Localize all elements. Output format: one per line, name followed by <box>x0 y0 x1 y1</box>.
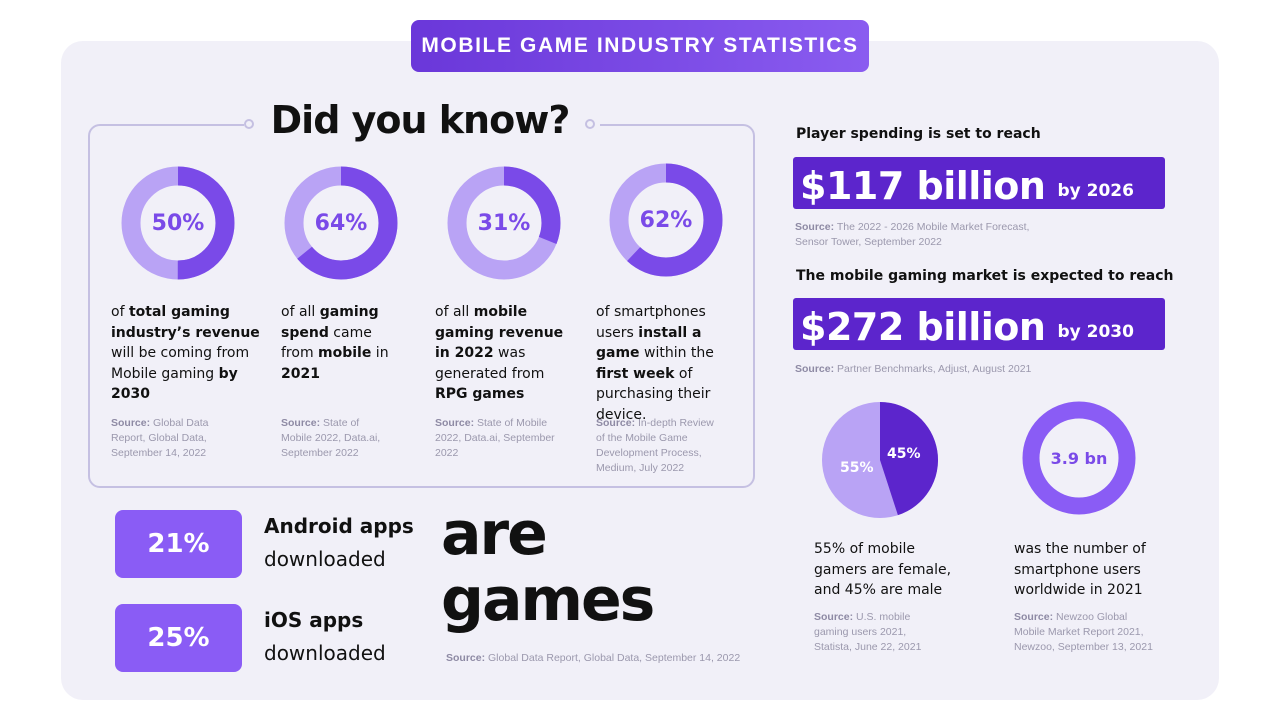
source-label: Source: <box>795 363 835 375</box>
stat-3-source: Source: State of Mobile 2022, Data.ai, S… <box>435 416 555 461</box>
donut-chart-stat-2: 64% <box>284 166 398 280</box>
users-source: Source: Newzoo Global Mobile Market Repo… <box>1014 610 1154 655</box>
did-you-know-title: Did you know? <box>270 98 571 142</box>
source-text: In-depth Review of the Mobile Game Devel… <box>596 417 714 474</box>
users-ring <box>1022 401 1136 515</box>
big-word-games: games <box>441 565 655 635</box>
pie-label-male: 45% <box>887 446 921 462</box>
donut-chart-stat-3: 31% <box>447 166 561 280</box>
stat-1-source: Source: Global Data Report, Global Data,… <box>111 416 236 461</box>
spending-amount: $117 billion <box>800 164 1046 208</box>
source-label: Source: <box>814 611 854 623</box>
market-heading: The mobile gaming market is expected to … <box>796 268 1174 284</box>
infographic-card <box>61 41 1219 700</box>
android-apps-sub: downloaded <box>264 547 386 571</box>
big-word-are: are <box>441 499 548 569</box>
donut-value: 31% <box>477 210 531 236</box>
users-text: was the number of smartphone users world… <box>1014 541 1146 598</box>
donut-value: 64% <box>314 210 368 236</box>
source-label: Source: <box>435 417 475 429</box>
source-label: Source: <box>281 417 321 429</box>
stat-2-source: Source: State of Mobile 2022, Data.ai, S… <box>281 416 391 461</box>
spending-source: Source: The 2022 - 2026 Mobile Market Fo… <box>795 220 1055 250</box>
stat-2-text: of all gaming spend came from mobile in … <box>281 304 389 382</box>
donut-chart-stat-1: 50% <box>121 166 235 280</box>
pie-slice-male <box>880 402 938 516</box>
spending-amount-bar: $117 billion by 2026 <box>793 157 1165 209</box>
donut-value: 62% <box>639 207 693 233</box>
source-text: State of Mobile 2022, Data.ai, September… <box>281 417 381 459</box>
ios-apps-title: iOS apps <box>264 608 364 632</box>
market-source: Source: Partner Benchmarks, Adjust, Augu… <box>795 362 1095 377</box>
frame-dot-left <box>244 119 254 129</box>
donut-arc <box>121 166 235 280</box>
gender-text: 55% of mobile gamers are female, and 45%… <box>814 541 952 598</box>
source-label: Source: <box>111 417 151 429</box>
source-label: Source: <box>446 652 486 664</box>
market-amount: $272 billion <box>800 305 1046 349</box>
source-text: Global Data Report, Global Data, Septemb… <box>111 417 209 459</box>
gender-source: Source: U.S. mobile gaming users 2021, S… <box>814 610 934 655</box>
market-by-year: by 2030 <box>1057 322 1134 342</box>
pie-label-female: 55% <box>840 460 874 476</box>
donut-arc <box>447 166 561 280</box>
top-banner: MOBILE GAME INDUSTRY STATISTICS <box>411 20 869 72</box>
donut-value: 50% <box>151 210 205 236</box>
stat-3-text: of all mobile gaming revenue in 2022 was… <box>435 304 564 402</box>
android-percent: 21% <box>147 529 210 559</box>
source-text: Global Data Report, Global Data, Septemb… <box>488 652 741 664</box>
users-value: 3.9 bn <box>1050 448 1108 468</box>
source-text: Partner Benchmarks, Adjust, August 2021 <box>837 363 1032 375</box>
ios-percent-pill: 25% <box>115 604 242 672</box>
frame-dot-right <box>585 119 595 129</box>
market-amount-bar: $272 billion by 2030 <box>793 298 1165 350</box>
stat-4-text: of smartphones users install a game with… <box>596 304 714 423</box>
source-label: Source: <box>795 221 835 233</box>
spending-heading: Player spending is set to reach <box>796 126 1041 142</box>
source-text: The 2022 - 2026 Mobile Market Forecast, … <box>795 221 1030 248</box>
source-label: Source: <box>1014 611 1054 623</box>
banner-title: MOBILE GAME INDUSTRY STATISTICS <box>421 34 859 57</box>
android-apps-title: Android apps <box>264 514 414 538</box>
stat-1-text: of total gaming industry’s revenue will … <box>111 304 260 402</box>
donut-chart-stat-4: 62% <box>609 163 723 277</box>
source-label: Source: <box>596 417 636 429</box>
ios-percent: 25% <box>147 623 210 653</box>
spending-by-year: by 2026 <box>1057 181 1134 201</box>
donut-arc <box>609 163 723 277</box>
frame-title-gap <box>244 118 600 132</box>
users-ring-chart: 3.9 bn <box>1022 401 1136 515</box>
donut-arc <box>284 166 398 280</box>
ios-apps-sub: downloaded <box>264 641 386 665</box>
source-text: U.S. mobile gaming users 2021, Statista,… <box>814 611 922 653</box>
stat-4-source: Source: In-depth Review of the Mobile Ga… <box>596 416 724 476</box>
apps-source: Source: Global Data Report, Global Data,… <box>446 651 756 666</box>
gender-pie-chart: 55% 45% <box>822 402 938 518</box>
android-percent-pill: 21% <box>115 510 242 578</box>
source-text: State of Mobile 2022, Data.ai, September… <box>435 417 555 459</box>
source-text: Newzoo Global Mobile Market Report 2021,… <box>1014 611 1153 653</box>
